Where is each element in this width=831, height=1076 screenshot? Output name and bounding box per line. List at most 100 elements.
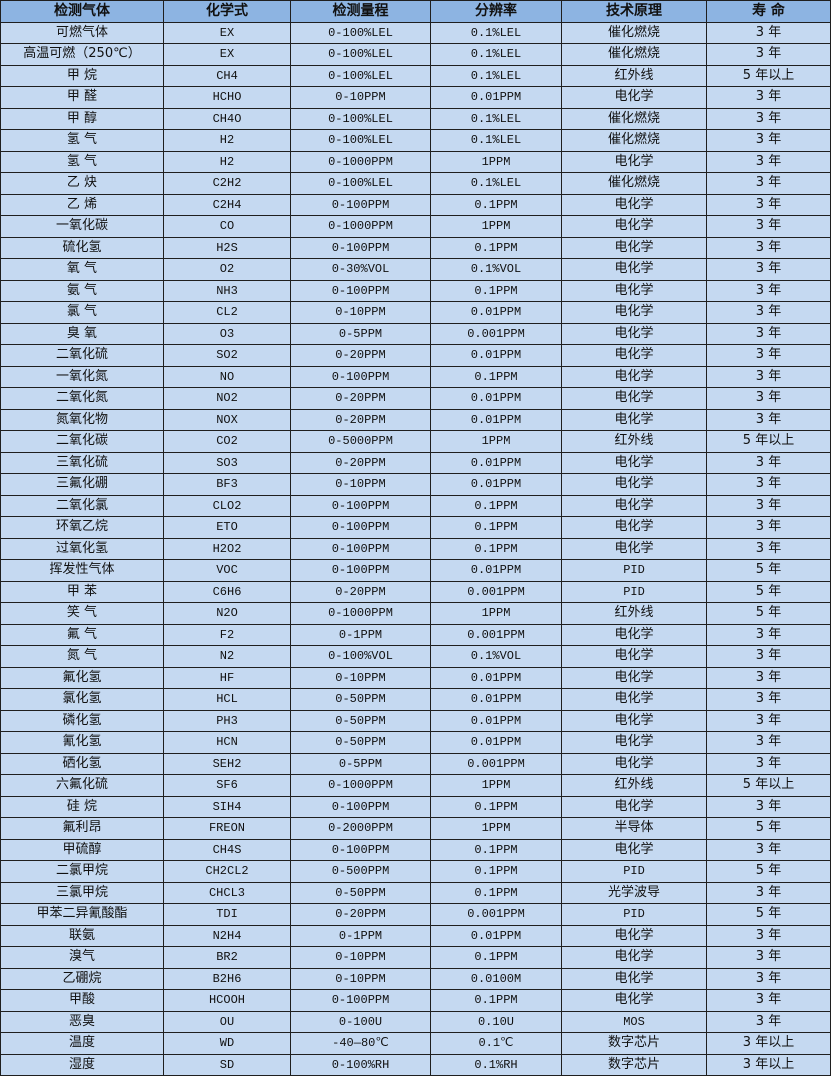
cell-resolution: 1PPM: [430, 430, 562, 453]
cell-gas: 六氟化硫: [0, 774, 164, 797]
header-range: 检测量程: [290, 0, 431, 23]
cell-range: 0-100U: [290, 1010, 431, 1033]
cell-range: 0-100%RH: [290, 1053, 431, 1076]
cell-principle: 催化燃烧: [561, 172, 707, 195]
cell-lifespan: 3 年: [706, 301, 831, 324]
cell-principle: 电化学: [561, 365, 707, 388]
cell-lifespan: 5 年: [706, 580, 831, 603]
cell-formula: EX: [163, 43, 291, 66]
cell-resolution: 0.01PPM: [430, 473, 562, 496]
cell-range: 0-100%LEL: [290, 107, 431, 130]
cell-principle: 电化学: [561, 623, 707, 646]
cell-gas: 甲酸: [0, 989, 164, 1012]
cell-range: 0-100PPM: [290, 795, 431, 818]
cell-lifespan: 3 年: [706, 215, 831, 238]
cell-lifespan: 5 年: [706, 903, 831, 926]
cell-formula: B2H6: [163, 967, 291, 990]
cell-formula: BR2: [163, 946, 291, 969]
cell-principle: PID: [561, 903, 707, 926]
cell-principle: 电化学: [561, 989, 707, 1012]
cell-range: 0-100PPM: [290, 236, 431, 259]
cell-principle: 电化学: [561, 709, 707, 732]
cell-gas: 二氯甲烷: [0, 860, 164, 883]
cell-range: 0-20PPM: [290, 387, 431, 410]
table-row: 二氧化碳 CO2 0-5000PPM 1PPM 红外线 5 年以上: [0, 430, 831, 453]
cell-principle: 电化学: [561, 193, 707, 216]
table-row: 二氧化氮 NO2 0-20PPM 0.01PPM 电化学 3 年: [0, 387, 831, 410]
cell-principle: 电化学: [561, 473, 707, 496]
cell-principle: 电化学: [561, 86, 707, 109]
cell-range: 0-100%LEL: [290, 21, 431, 44]
table-row: 氢 气 H2 0-100%LEL 0.1%LEL 催化燃烧 3 年: [0, 129, 831, 152]
cell-lifespan: 3 年: [706, 688, 831, 711]
table-row: 可燃气体 EX 0-100%LEL 0.1%LEL 催化燃烧 3 年: [0, 21, 831, 44]
table-row: 六氟化硫 SF6 0-1000PPM 1PPM 红外线 5 年以上: [0, 774, 831, 797]
cell-gas: 甲苯二异氰酸酯: [0, 903, 164, 926]
cell-lifespan: 3 年: [706, 344, 831, 367]
cell-formula: C2H2: [163, 172, 291, 195]
cell-resolution: 0.1%LEL: [430, 172, 562, 195]
cell-principle: 电化学: [561, 752, 707, 775]
cell-principle: PID: [561, 860, 707, 883]
cell-gas: 二氧化氮: [0, 387, 164, 410]
table-row: 二氧化氯 CLO2 0-100PPM 0.1PPM 电化学 3 年: [0, 494, 831, 517]
cell-gas: 联氨: [0, 924, 164, 947]
cell-gas: 甲 醇: [0, 107, 164, 130]
cell-lifespan: 5 年: [706, 559, 831, 582]
cell-principle: 催化燃烧: [561, 43, 707, 66]
cell-lifespan: 3 年以上: [706, 1032, 831, 1055]
cell-formula: O3: [163, 322, 291, 345]
cell-lifespan: 3 年: [706, 881, 831, 904]
table-row: 笑 气 N2O 0-1000PPM 1PPM 红外线 5 年: [0, 602, 831, 625]
cell-lifespan: 5 年以上: [706, 64, 831, 87]
cell-resolution: 0.01PPM: [430, 924, 562, 947]
cell-lifespan: 3 年: [706, 279, 831, 302]
cell-formula: NH3: [163, 279, 291, 302]
table-row: 一氧化碳 CO 0-1000PPM 1PPM 电化学 3 年: [0, 215, 831, 238]
cell-range: 0-100PPM: [290, 559, 431, 582]
cell-range: 0-500PPM: [290, 860, 431, 883]
table-row: 温度 WD -40—80℃ 0.1℃ 数字芯片 3 年以上: [0, 1032, 831, 1055]
cell-range: 0-100PPM: [290, 838, 431, 861]
cell-lifespan: 3 年: [706, 1010, 831, 1033]
header-row: 检测气体 化学式 检测量程 分辨率 技术原理 寿 命: [0, 0, 831, 23]
cell-lifespan: 3 年: [706, 795, 831, 818]
cell-resolution: 0.1%LEL: [430, 64, 562, 87]
cell-gas: 一氧化氮: [0, 365, 164, 388]
cell-principle: 红外线: [561, 602, 707, 625]
cell-lifespan: 3 年: [706, 107, 831, 130]
cell-range: 0-5PPM: [290, 752, 431, 775]
cell-gas: 甲 烷: [0, 64, 164, 87]
cell-formula: NO: [163, 365, 291, 388]
cell-principle: 电化学: [561, 322, 707, 345]
cell-resolution: 0.1PPM: [430, 881, 562, 904]
cell-principle: 电化学: [561, 258, 707, 281]
cell-resolution: 0.001PPM: [430, 580, 562, 603]
cell-principle: 半导体: [561, 817, 707, 840]
cell-principle: 电化学: [561, 408, 707, 431]
cell-gas: 氮氧化物: [0, 408, 164, 431]
table-row: 氟化氢 HF 0-10PPM 0.01PPM 电化学 3 年: [0, 666, 831, 689]
table-row: 甲苯二异氰酸酯 TDI 0-20PPM 0.001PPM PID 5 年: [0, 903, 831, 926]
header-lifespan: 寿 命: [706, 0, 831, 23]
cell-gas: 笑 气: [0, 602, 164, 625]
table-row: 湿度 SD 0-100%RH 0.1%RH 数字芯片 3 年以上: [0, 1053, 831, 1076]
cell-gas: 三氟化硼: [0, 473, 164, 496]
cell-lifespan: 3 年: [706, 365, 831, 388]
cell-range: 0-10PPM: [290, 86, 431, 109]
cell-lifespan: 3 年: [706, 86, 831, 109]
cell-range: 0-1PPM: [290, 623, 431, 646]
cell-lifespan: 3 年: [706, 989, 831, 1012]
cell-lifespan: 3 年: [706, 645, 831, 668]
cell-resolution: 0.01PPM: [430, 559, 562, 582]
cell-principle: 电化学: [561, 795, 707, 818]
table-row: 二氯甲烷 CH2CL2 0-500PPM 0.1PPM PID 5 年: [0, 860, 831, 883]
table-row: 臭 氧 O3 0-5PPM 0.001PPM 电化学 3 年: [0, 322, 831, 345]
cell-gas: 恶臭: [0, 1010, 164, 1033]
cell-lifespan: 3 年: [706, 150, 831, 173]
cell-resolution: 0.001PPM: [430, 752, 562, 775]
cell-principle: 电化学: [561, 387, 707, 410]
cell-principle: 红外线: [561, 64, 707, 87]
cell-lifespan: 3 年: [706, 666, 831, 689]
cell-formula: CO: [163, 215, 291, 238]
